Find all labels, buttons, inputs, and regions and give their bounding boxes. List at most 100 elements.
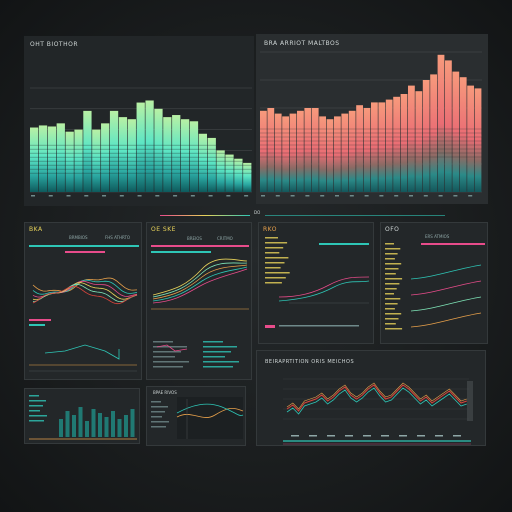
column-header: CRITMO <box>217 236 233 241</box>
series-line <box>176 407 244 418</box>
tick-label <box>84 195 89 197</box>
bar <box>78 407 83 437</box>
bar <box>415 91 423 192</box>
tick-label <box>305 195 310 197</box>
text-row <box>385 258 395 260</box>
bar <box>189 121 199 192</box>
bar <box>348 110 356 192</box>
panel-title: OFO <box>385 226 400 233</box>
text-row <box>265 262 285 264</box>
teal-bar-chart-panel[interactable]: OHT BIOTHOR <box>24 36 254 206</box>
tick-label <box>394 195 399 197</box>
bar <box>124 415 128 437</box>
line-chart-panel-d[interactable]: OE SKE BREIOS CRITMO <box>146 222 252 380</box>
text-row <box>153 361 189 363</box>
line-chart-panel-c[interactable]: BKA BRMBIOS FHS ATHRTO <box>24 222 142 380</box>
bar <box>393 96 400 192</box>
legend-bar <box>279 325 359 327</box>
text-row <box>153 356 175 358</box>
tick-label <box>244 195 249 197</box>
text-row <box>203 366 233 368</box>
series-line <box>152 266 248 302</box>
text-row <box>385 313 402 315</box>
tick-label <box>327 435 335 437</box>
header-bar <box>151 251 211 253</box>
bar <box>65 411 70 437</box>
divider-line <box>265 215 445 216</box>
series-line <box>176 403 244 416</box>
bar <box>267 108 275 192</box>
bar <box>326 119 334 192</box>
bar <box>101 123 110 192</box>
series-line <box>152 264 248 300</box>
header-bar <box>319 243 369 245</box>
text-row <box>385 253 398 255</box>
text-row <box>385 298 401 300</box>
series-line <box>286 384 467 412</box>
column-header: BREIOS <box>187 236 202 241</box>
line-chart-panel-e[interactable]: RKO <box>258 222 374 344</box>
text-row <box>265 257 289 259</box>
bar <box>47 126 57 192</box>
bar <box>474 88 482 192</box>
bar <box>422 80 430 192</box>
tick-label <box>275 195 280 197</box>
text-row <box>265 277 286 279</box>
text-row <box>153 346 187 348</box>
bar <box>216 150 225 192</box>
series-line <box>32 286 138 305</box>
bar <box>437 54 445 192</box>
tick-label <box>379 195 384 197</box>
bar <box>452 71 460 192</box>
bar <box>408 85 415 192</box>
bar <box>127 119 136 192</box>
text-row <box>265 267 281 269</box>
header-bar <box>65 251 105 253</box>
line-chart-panel-i[interactable]: BPAE RIVOS <box>146 386 246 446</box>
series-line <box>44 344 120 360</box>
text-row <box>385 303 398 305</box>
series-line <box>156 344 188 352</box>
text-row <box>29 400 46 402</box>
bar <box>145 100 154 192</box>
tick-label <box>102 195 107 197</box>
bar <box>92 129 101 192</box>
series-line <box>32 279 138 295</box>
bar <box>243 162 252 192</box>
header-bar <box>151 245 249 247</box>
tick-label <box>320 195 325 197</box>
bar-chart <box>29 395 137 440</box>
line-chart-panel-f[interactable]: OFO ERS ATMIOS <box>380 222 488 344</box>
candlestick-panel-g[interactable]: BEIRAPRTITION ORIS MEICHOS <box>256 350 486 446</box>
bar <box>356 105 363 192</box>
coral-bar-chart-panel[interactable]: BRA ARRIOT MALTBOS <box>256 34 488 204</box>
tick-label <box>31 195 35 197</box>
bar <box>400 94 408 192</box>
text-row <box>153 366 183 368</box>
bar <box>59 419 63 437</box>
text-row <box>385 273 396 275</box>
bar <box>180 119 190 192</box>
text-row <box>385 263 402 265</box>
text-row <box>385 243 394 245</box>
panel-title: BPAE RIVOS <box>153 390 177 395</box>
series-line <box>152 258 248 296</box>
tick-label <box>48 195 53 197</box>
bar-chart-panel-h[interactable] <box>24 388 140 444</box>
tick-label <box>381 435 389 437</box>
tick-label <box>423 195 428 197</box>
tick-label <box>173 195 178 197</box>
text-row <box>385 308 395 310</box>
series-line <box>152 262 248 298</box>
bar <box>260 110 267 192</box>
bar <box>91 409 96 437</box>
text-row <box>203 361 239 363</box>
bar <box>83 110 92 192</box>
tick-label <box>290 195 295 197</box>
tick-label <box>409 195 413 197</box>
header-bar <box>29 245 139 247</box>
text-row <box>151 406 168 408</box>
tick-label <box>155 195 160 197</box>
tick-label <box>363 435 371 437</box>
series-line <box>278 276 370 298</box>
